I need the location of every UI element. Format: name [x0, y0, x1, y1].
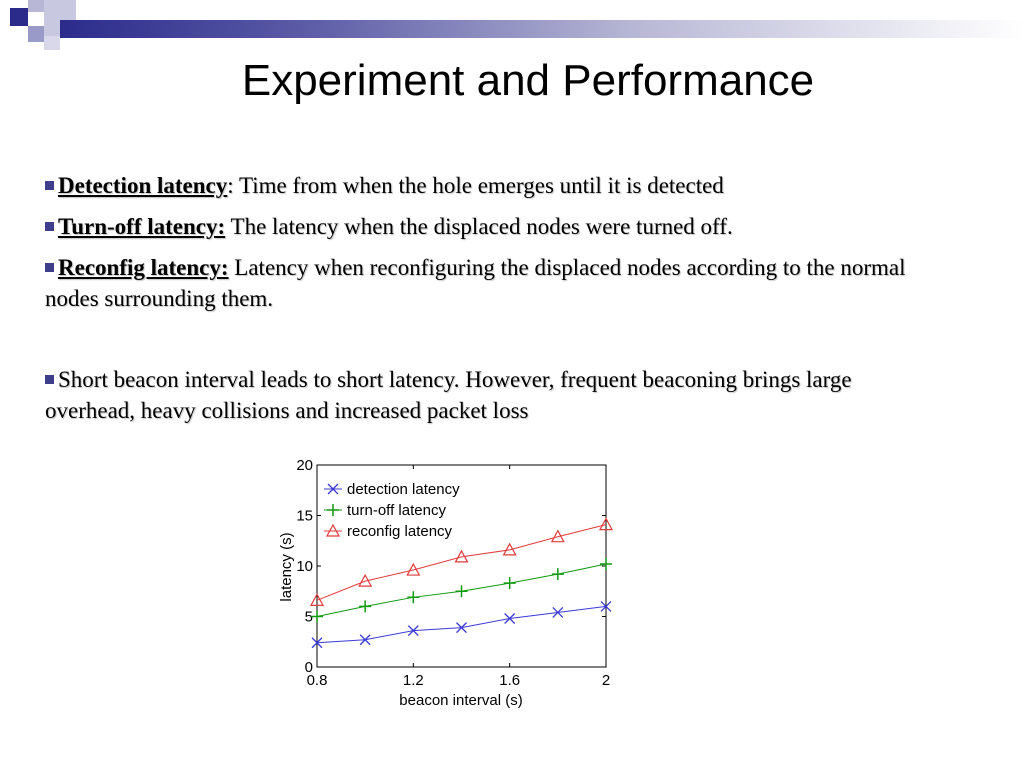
data-point: [456, 622, 467, 634]
data-point: [551, 568, 564, 581]
data-point: [407, 625, 419, 637]
bullet-text: The latency when the displaced nodes wer…: [230, 214, 733, 239]
legend-marker: [327, 483, 339, 495]
legend-label: detection latency: [347, 481, 460, 498]
y-tick-label: 10: [296, 558, 313, 575]
data-point: [502, 542, 517, 556]
bullet-heading: Turn-off latency:: [58, 214, 226, 239]
data-point: [406, 562, 421, 576]
data-point: [600, 600, 612, 612]
data-point: [550, 529, 565, 543]
series-line-triangle: [316, 524, 607, 601]
legend-label: turn-off latency: [347, 502, 446, 519]
x-tick-label: 1.6: [499, 672, 520, 689]
data-point: [359, 634, 371, 646]
data-point: [503, 577, 516, 590]
bullet-heading: Reconfig latency:: [58, 255, 229, 280]
bullet-separator: :: [227, 173, 239, 198]
bullet-detection-latency: Detection latency: Time from when the ho…: [45, 170, 945, 201]
data-point: [454, 549, 469, 563]
slide-title: Experiment and Performance: [241, 56, 815, 105]
data-point: [552, 607, 564, 618]
data-point: [600, 557, 612, 570]
data-point: [359, 600, 372, 613]
x-axis-label: beacon interval (s): [399, 692, 522, 709]
square-bullet-icon: [45, 222, 54, 231]
square-bullet-icon: [45, 375, 54, 384]
x-tick-label: 1.2: [403, 672, 424, 689]
bullet-text: Time from when the hole emerges until it…: [238, 173, 724, 198]
y-axis-label: latency (s): [278, 532, 295, 601]
y-tick-label: 20: [296, 457, 313, 474]
y-tick-label: 0: [305, 659, 313, 676]
square-bullet-icon: [45, 181, 54, 190]
data-point: [455, 585, 468, 598]
x-tick-label: 0.8: [307, 672, 328, 689]
bullet-heading: Detection latency: [58, 173, 228, 198]
bullet-turnoff-latency: Turn-off latency: The latency when the d…: [45, 211, 945, 242]
data-point: [504, 613, 516, 624]
legend-marker: [327, 504, 339, 516]
y-tick-label: 5: [305, 609, 313, 626]
bullet-text: Short beacon interval leads to short lat…: [45, 367, 852, 423]
data-point: [598, 517, 614, 531]
data-point: [311, 610, 323, 623]
data-point: [407, 591, 420, 604]
title-gradient-bar: [60, 20, 1024, 38]
x-tick-label: 2: [602, 672, 610, 689]
data-point: [309, 593, 325, 606]
square-bullet-icon: [45, 263, 54, 272]
data-point: [358, 573, 373, 587]
legend-label: reconfig latency: [347, 523, 453, 540]
y-tick-label: 15: [296, 508, 313, 525]
bullet-reconfig-latency: Reconfig latency: Latency when reconfigu…: [45, 252, 945, 314]
bullet-text: Latency when reconfiguring the displaced…: [45, 255, 906, 311]
bullet-list: Detection latency: Time from when the ho…: [45, 170, 945, 436]
legend-marker: [325, 523, 341, 537]
data-point: [311, 637, 323, 649]
series-line-x: [316, 605, 607, 644]
bullet-beacon-interval: Short beacon interval leads to short lat…: [45, 364, 945, 426]
